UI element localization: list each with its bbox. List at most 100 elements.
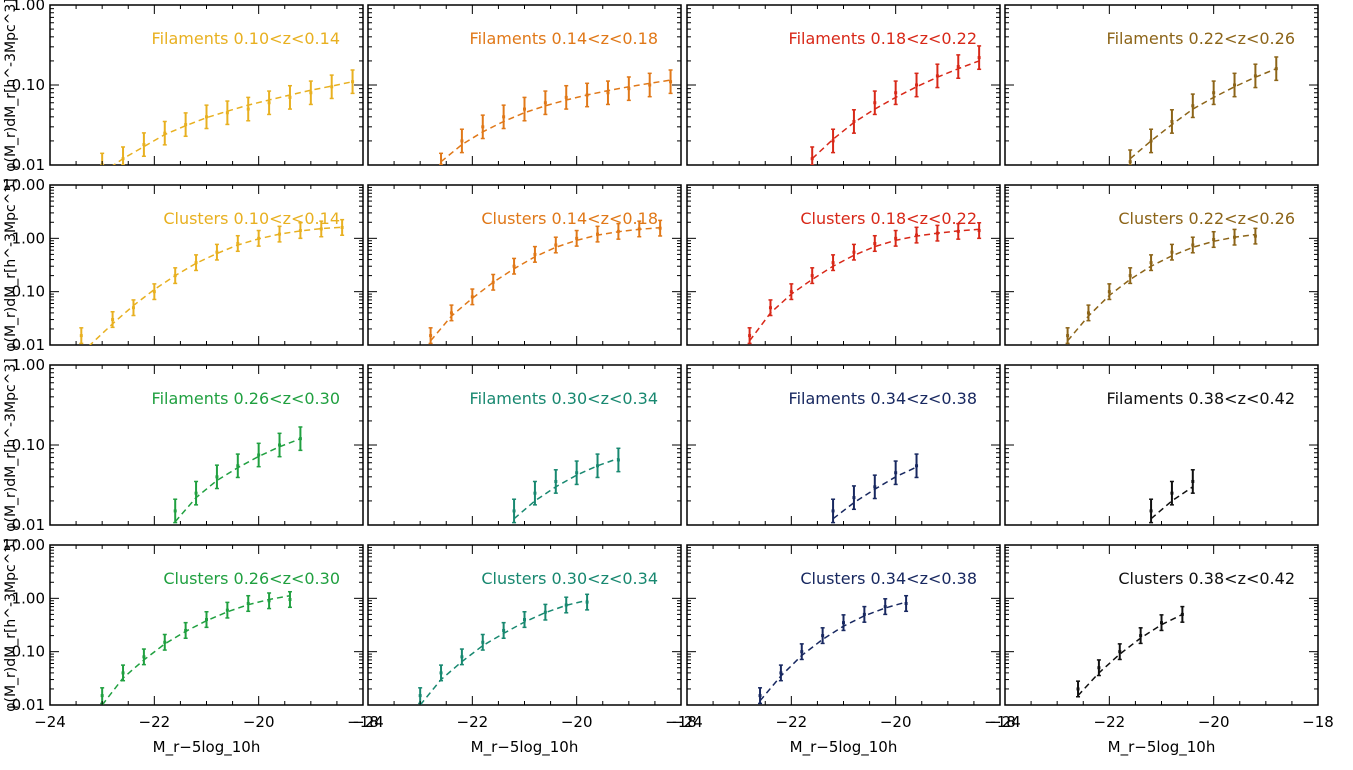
data-marker [758, 694, 762, 698]
x-tick-label: −18 [665, 713, 697, 731]
data-marker [1191, 104, 1195, 108]
data-marker [194, 261, 198, 265]
fit-curve [1077, 613, 1183, 697]
data-marker [205, 115, 208, 119]
y-axis-label: φ(M_r)dM_r[h^-3Mpc^3] [3, 0, 19, 172]
panel-label: Filaments 0.18<z<0.22 [789, 29, 977, 48]
data-marker [1149, 261, 1153, 265]
data-marker [779, 671, 783, 675]
fit-curve [89, 226, 343, 345]
data-marker [502, 628, 506, 632]
data-marker [246, 602, 250, 606]
x-tick-label: −24 [352, 713, 384, 731]
data-marker [810, 157, 814, 161]
data-marker [236, 464, 240, 468]
data-marker [533, 252, 537, 256]
data-marker [1170, 250, 1174, 254]
data-marker [100, 694, 104, 698]
data-marker [648, 83, 652, 87]
panel-label: Filaments 0.38<z<0.42 [1107, 389, 1295, 408]
panel-label: Filaments 0.14<z<0.18 [470, 29, 658, 48]
data-marker [873, 485, 877, 489]
data-marker [637, 227, 641, 231]
y-tick-label: 0.01 [12, 336, 45, 354]
data-marker [215, 475, 219, 479]
y-tick-label: 10.00 [2, 176, 45, 194]
data-marker [935, 231, 939, 235]
data-marker [543, 610, 547, 614]
plot-area [758, 594, 909, 705]
fit-curve [101, 594, 291, 705]
panel-4: Filaments 0.22<z<0.26 [1004, 4, 1319, 166]
panel-1: 0.01 0.10 1.00 Filaments 0.10<z<0.14 [12, 0, 364, 174]
x-tick-label: −20 [243, 713, 275, 731]
plot-area [1128, 56, 1279, 165]
data-marker [915, 233, 919, 237]
data-marker [564, 95, 568, 99]
fit-curve [513, 457, 619, 520]
y-tick-label: 1.00 [12, 229, 45, 247]
x-tick-label: −22 [457, 713, 489, 731]
panel-label: Filaments 0.22<z<0.26 [1107, 29, 1295, 48]
data-marker [831, 139, 835, 143]
data-marker [1170, 491, 1174, 495]
x-tick-label: −20 [880, 713, 912, 731]
data-marker [627, 87, 631, 91]
data-marker [142, 143, 146, 147]
panel-label: Filaments 0.10<z<0.14 [152, 29, 340, 48]
data-marker [1160, 621, 1163, 625]
data-marker [768, 306, 772, 310]
panel-8: Clusters 0.22<z<0.26 [1004, 184, 1319, 346]
x-tick-label: −18 [984, 713, 1016, 731]
data-marker [225, 111, 229, 115]
data-marker [439, 671, 443, 675]
data-marker [184, 628, 188, 632]
fit-curve [430, 226, 661, 342]
data-marker [142, 655, 146, 659]
fit-curve [1150, 486, 1194, 520]
data-marker [533, 491, 537, 495]
data-marker [800, 650, 804, 654]
data-marker [205, 618, 208, 622]
y-tick-label: 0.01 [12, 516, 45, 534]
data-marker [298, 229, 302, 233]
data-marker [873, 101, 877, 105]
data-marker [523, 107, 526, 111]
panels-grid: 0.01 0.10 1.00 Filaments 0.10<z<0.14 Filamen… [2, 0, 1334, 757]
panel-3: Filaments 0.18<z<0.22 [686, 4, 1001, 166]
data-marker [460, 655, 464, 659]
panel-label: Clusters 0.18<z<0.22 [800, 209, 977, 228]
data-marker [977, 56, 981, 60]
panel-label: Clusters 0.22<z<0.26 [1118, 209, 1295, 228]
data-marker [184, 123, 188, 127]
data-marker [1180, 612, 1184, 616]
data-marker [79, 334, 83, 338]
fit-curve [748, 228, 980, 342]
data-marker [596, 232, 600, 236]
data-marker [935, 74, 939, 78]
x-tick-label: −24 [34, 713, 66, 731]
panel-10: Filaments 0.30<z<0.34 [367, 364, 682, 526]
data-marker [278, 232, 282, 236]
y-tick-label: 1.00 [12, 356, 45, 374]
data-marker [131, 306, 135, 310]
data-marker [554, 479, 558, 483]
panel-label: Filaments 0.30<z<0.34 [470, 389, 658, 408]
data-marker [862, 612, 866, 616]
panel-2: Filaments 0.14<z<0.18 [367, 4, 682, 166]
panel-label: Clusters 0.34<z<0.38 [800, 569, 977, 588]
data-marker [1086, 311, 1090, 315]
data-marker [491, 280, 495, 284]
panel-label: Clusters 0.30<z<0.34 [481, 569, 658, 588]
data-marker [173, 509, 177, 513]
data-marker [1253, 74, 1257, 78]
data-marker [543, 101, 547, 105]
data-marker [915, 83, 919, 87]
data-marker [1274, 67, 1278, 71]
x-axis-label: M_r−5log_10h [790, 738, 898, 757]
data-marker [470, 295, 474, 299]
data-marker [904, 602, 908, 606]
data-marker [821, 634, 825, 638]
fit-curve [1067, 233, 1256, 342]
data-marker [1128, 274, 1132, 278]
